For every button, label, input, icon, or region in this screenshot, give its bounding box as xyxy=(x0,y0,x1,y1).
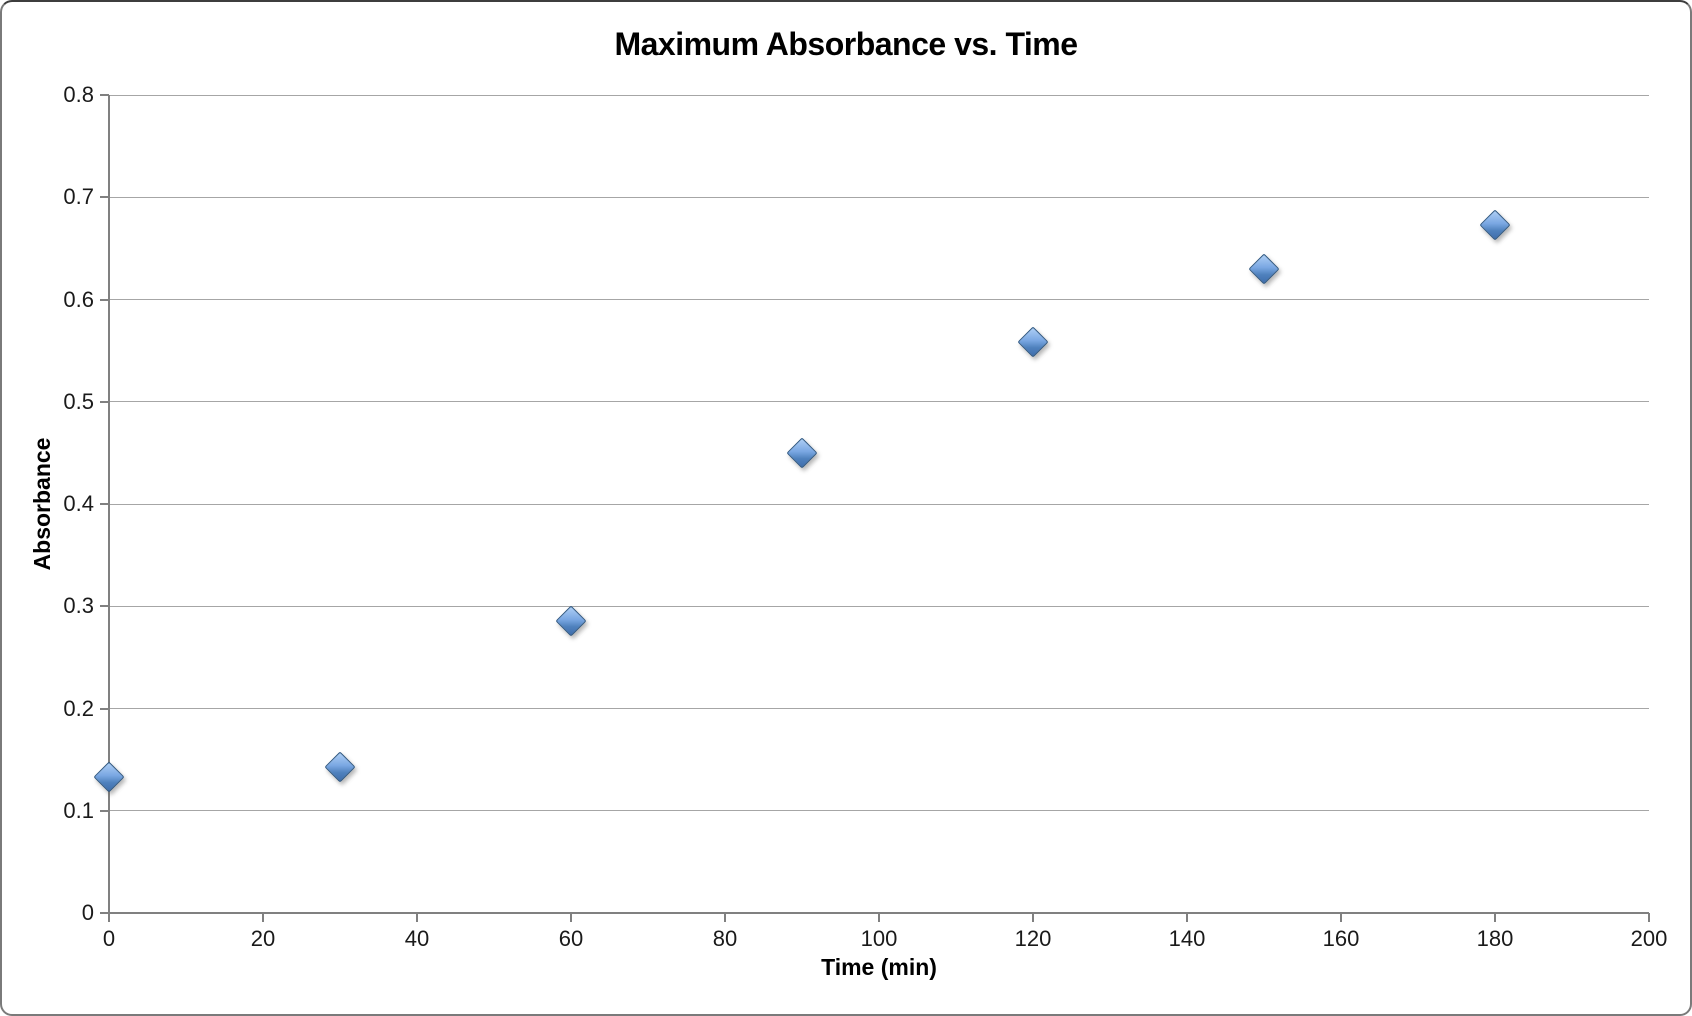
diamond-marker xyxy=(1479,209,1511,241)
x-tick-label: 140 xyxy=(1168,926,1206,951)
x-tick xyxy=(1032,913,1034,922)
x-tick xyxy=(1494,913,1496,922)
y-tick xyxy=(100,809,109,812)
x-tick-label: 20 xyxy=(250,926,276,951)
data-point-marker xyxy=(555,605,587,637)
data-point-marker xyxy=(324,751,356,783)
y-tick xyxy=(100,912,109,914)
data-point-marker xyxy=(1248,253,1280,285)
data-point-marker xyxy=(786,437,818,469)
x-tick xyxy=(1648,913,1650,922)
x-axis-line xyxy=(109,912,1649,914)
data-point-marker xyxy=(1479,209,1511,241)
x-tick-label: 40 xyxy=(404,926,430,951)
diamond-marker xyxy=(93,761,125,793)
y-tick-label: 0.5 xyxy=(63,388,94,414)
x-tick-label: 180 xyxy=(1476,926,1514,951)
gridline xyxy=(109,708,1649,709)
x-tick-label: 120 xyxy=(1014,926,1052,951)
chart-title: Maximum Absorbance vs. Time xyxy=(614,26,1078,62)
x-tick xyxy=(1340,913,1342,922)
y-tick xyxy=(100,94,109,96)
y-tick-label: 0.7 xyxy=(63,184,94,210)
x-tick-label: 160 xyxy=(1322,926,1360,951)
x-tick-label: 100 xyxy=(860,926,898,951)
y-tick-label: 0 xyxy=(81,900,94,925)
x-tick xyxy=(108,913,110,922)
x-tick xyxy=(724,913,726,922)
gridline xyxy=(109,401,1649,403)
y-tick-label: 0.6 xyxy=(63,286,94,312)
diamond-marker xyxy=(1017,326,1049,358)
x-tick xyxy=(570,913,572,922)
y-tick xyxy=(100,298,109,301)
y-tick-label: 0.1 xyxy=(63,797,94,823)
y-tick-label: 0.2 xyxy=(63,695,94,721)
diamond-marker xyxy=(324,751,356,783)
y-tick xyxy=(100,400,109,403)
y-tick xyxy=(100,605,109,608)
gridline xyxy=(109,503,1649,505)
diamond-marker xyxy=(555,605,587,637)
data-point-marker xyxy=(1017,326,1049,358)
gridline xyxy=(109,196,1649,198)
x-axis-title: Time (min) xyxy=(821,954,937,980)
x-tick xyxy=(416,913,418,922)
x-tick-label: 60 xyxy=(558,926,584,951)
gridline xyxy=(109,299,1649,300)
gridline xyxy=(109,605,1649,607)
y-axis-line xyxy=(108,95,110,913)
x-tick xyxy=(1186,913,1188,922)
x-tick-label: 200 xyxy=(1630,926,1668,951)
y-tick-label: 0.3 xyxy=(63,593,94,619)
x-tick xyxy=(878,913,880,922)
x-tick xyxy=(262,913,264,922)
diamond-marker xyxy=(786,437,818,469)
y-tick xyxy=(100,196,109,199)
y-tick-label: 0.4 xyxy=(63,491,94,516)
x-tick-label: 0 xyxy=(102,926,116,951)
y-tick-label: 0.8 xyxy=(63,82,94,107)
y-tick xyxy=(100,707,109,710)
gridline xyxy=(109,94,1649,96)
diamond-marker xyxy=(1248,253,1280,285)
x-tick-label: 80 xyxy=(712,926,738,951)
gridline xyxy=(109,810,1649,812)
y-tick xyxy=(100,503,109,505)
data-point-marker xyxy=(93,761,125,793)
